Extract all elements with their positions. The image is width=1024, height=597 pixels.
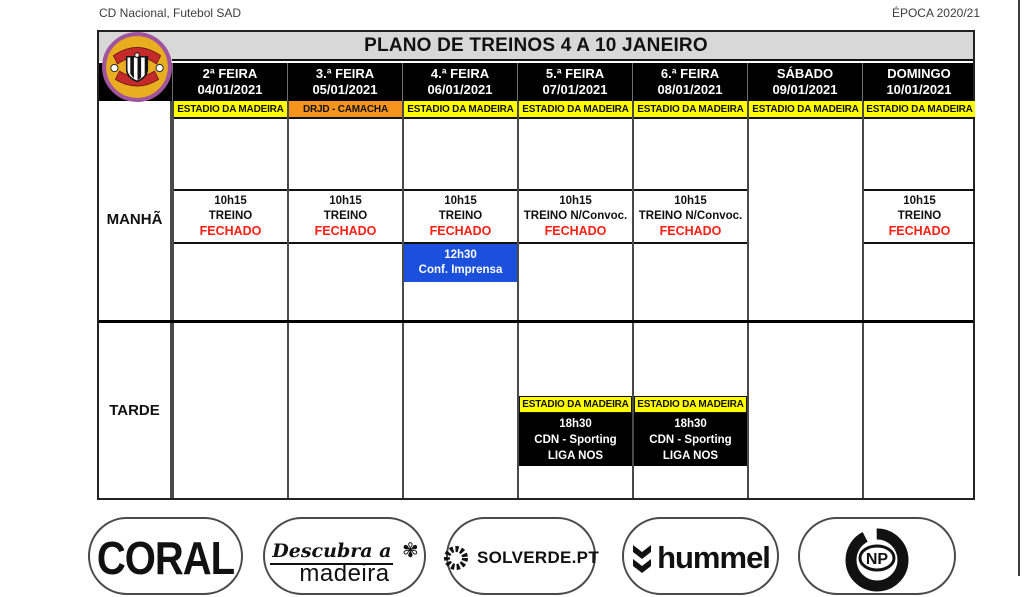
afternoon-cell [289,323,402,498]
row-label-morning: MANHÃ [99,119,172,320]
training-schedule-table: PLANO DE TREINOS 4 A 10 JANEIRO 2ª FEIRA… [97,30,975,500]
session-status: FECHADO [199,224,262,238]
sponsor-coral: CORAL [88,517,243,595]
column-saturday: ESTADIO DA MADEIRA [747,101,862,498]
club-crest-icon [102,32,172,102]
venue-strip: ESTADIO DA MADEIRA [519,101,632,119]
solverde-wheel-icon [444,546,468,570]
section-divider [99,320,973,323]
morning-session: 10h15 TREINO FECHADO [404,189,517,244]
session-status: FECHADO [888,224,951,238]
page-edge-divider [1018,0,1020,576]
day-header-saturday: SÁBADO 09/01/2021 [747,63,862,101]
match-venue-strip: ESTADIO DA MADEIRA [519,396,632,413]
hummel-chevrons-icon [633,545,652,573]
day-header-wednesday: 4.ª FEIRA 06/01/2021 [402,63,517,101]
schedule-title: PLANO DE TREINOS 4 A 10 JANEIRO [364,34,708,56]
svg-text:Publicidade: Publicidade [865,571,889,576]
morning-cell: 10h15 TREINO N/Convoc. FECHADO [519,119,632,318]
afternoon-cell [749,323,862,498]
row-label-afternoon: TARDE [99,323,172,498]
column-thursday: ESTADIO DA MADEIRA 10h15 TREINO N/Convoc… [517,101,632,498]
morning-session: 10h15 TREINO FECHADO [174,189,287,244]
day-header-row: 2ª FEIRA 04/01/2021 3.ª FEIRA 05/01/2021… [99,63,973,101]
session-status: FECHADO [659,224,722,238]
session-status: FECHADO [314,224,377,238]
schedule-title-bar: PLANO DE TREINOS 4 A 10 JANEIRO [99,32,973,61]
sponsor-madeira: Descubra a ✾ madeira [263,517,426,595]
afternoon-cell [864,323,975,498]
venue-strip: ESTADIO DA MADEIRA [404,101,517,119]
club-name-text: CD Nacional, Futebol SAD [99,6,242,20]
sponsor-solverde: SOLVERDE.PT [444,517,600,595]
np-logo-icon: NP Publicidade [845,528,909,592]
coral-logo-text: CORAL [96,533,235,584]
day-header-thursday: 5.ª FEIRA 07/01/2021 [517,63,632,101]
venue-strip: ESTADIO DA MADEIRA [174,101,287,119]
venue-strip: ESTADIO DA MADEIRA [634,101,747,119]
venue-strip: ESTADIO DA MADEIRA [749,101,862,119]
day-header-friday: 6.ª FEIRA 08/01/2021 [632,63,747,101]
morning-cell: 10h15 TREINO FECHADO 12h30 Conf. Imprens… [404,119,517,318]
column-monday: ESTADIO DA MADEIRA 10h15 TREINO FECHADO [172,101,287,498]
morning-cell: 10h15 TREINO FECHADO [174,119,287,318]
column-sunday: ESTADIO DA MADEIRA 10h15 TREINO FECHADO [862,101,975,498]
afternoon-cell [404,323,517,498]
match-venue-strip: ESTADIO DA MADEIRA [634,396,747,413]
day-header-sunday: DOMINGO 10/01/2021 [862,63,975,101]
morning-cell: 10h15 TREINO FECHADO [289,119,402,318]
afternoon-cell: ESTADIO DA MADEIRA 18h30 CDN - Sporting … [634,323,747,498]
logo-cell [99,32,172,102]
afternoon-cell: ESTADIO DA MADEIRA 18h30 CDN - Sporting … [519,323,632,498]
flower-icon: ✾ [401,539,419,562]
press-conference-cell: 12h30 Conf. Imprensa [404,244,517,282]
morning-session: 10h15 TREINO N/Convoc. FECHADO [519,189,632,244]
madeira-logo-text: madeira [299,559,390,587]
session-status: FECHADO [429,224,492,238]
match-cell: 18h30 CDN - Sporting LIGA NOS [519,413,632,466]
venue-strip: DRJD - CAMACHA [289,101,402,119]
day-header-monday: 2ª FEIRA 04/01/2021 [172,63,287,101]
corner-blank-cell [99,101,172,119]
madeira-script-text: Descubra a [270,539,394,565]
session-status: FECHADO [544,224,607,238]
sponsor-np: NP Publicidade [798,517,956,595]
season-text: ÉPOCA 2020/21 [891,6,980,20]
hummel-logo-text: hummel [657,540,771,575]
solverde-logo-text: SOLVERDE.PT [477,548,600,567]
morning-session: 10h15 TREINO FECHADO [864,189,975,244]
column-friday: ESTADIO DA MADEIRA 10h15 TREINO N/Convoc… [632,101,747,498]
column-tuesday: DRJD - CAMACHA 10h15 TREINO FECHADO [287,101,402,498]
svg-text:NP: NP [866,551,889,568]
morning-cell-empty [749,119,862,318]
morning-session: 10h15 TREINO N/Convoc. FECHADO [634,189,747,244]
match-cell: 18h30 CDN - Sporting LIGA NOS [634,413,747,466]
morning-session: 10h15 TREINO FECHADO [289,189,402,244]
morning-cell: 10h15 TREINO N/Convoc. FECHADO [634,119,747,318]
column-wednesday: ESTADIO DA MADEIRA 10h15 TREINO FECHADO … [402,101,517,498]
afternoon-cell [174,323,287,498]
morning-cell: 10h15 TREINO FECHADO [864,119,975,318]
sponsor-hummel: hummel [622,517,779,595]
venue-strip: ESTADIO DA MADEIRA [864,101,975,119]
day-header-tuesday: 3.ª FEIRA 05/01/2021 [287,63,402,101]
